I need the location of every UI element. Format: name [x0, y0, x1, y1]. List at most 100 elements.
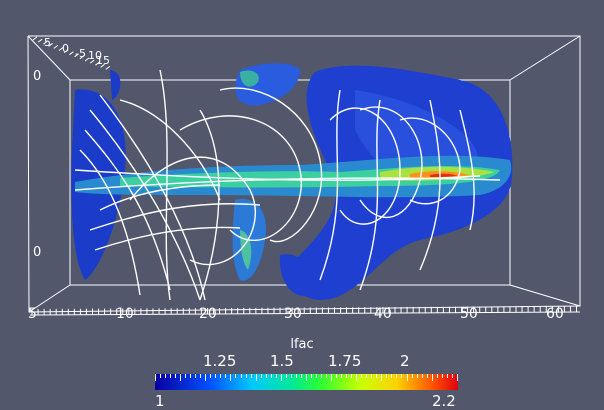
colorbar-minor-tick	[426, 374, 428, 378]
y-tick-label: 0	[33, 245, 41, 260]
colorbar-minor-tick	[155, 374, 156, 381]
z-minor-tick	[79, 55, 85, 60]
colorbar-minor-tick	[381, 374, 383, 381]
colorbar-minor-tick	[320, 374, 322, 378]
colorbar-minor-tick	[235, 374, 237, 378]
x-tick-label: 5	[28, 306, 37, 322]
colorbar-minor-tick	[411, 374, 413, 378]
colorbar-minor-tick	[431, 374, 433, 381]
colorbar-minor-tick	[351, 374, 353, 378]
colorbar-minor-tick	[371, 374, 373, 378]
colorbar-minor-tick	[300, 374, 302, 378]
x-tick-label: 30	[284, 306, 302, 322]
x-axis: 5 10 20 30 40 50 60	[28, 306, 581, 322]
colorbar-minor-tick	[336, 374, 338, 378]
colorbar-minor-tick	[326, 374, 328, 378]
z-minor-tick	[89, 59, 95, 64]
colorbar-minor-tick	[240, 374, 242, 378]
colorbar-minor-tick	[401, 374, 403, 378]
colorbar-minor-tick	[366, 374, 368, 378]
colorbar-minor-tick	[456, 374, 458, 381]
x-tick-label: 50	[460, 306, 478, 322]
z-minor-tick	[84, 57, 90, 62]
z-minor-tick	[48, 42, 53, 47]
colorbar-minor-tick	[215, 374, 217, 378]
colorbar-tick-label: 1.5	[270, 352, 294, 370]
colorbar-minor-tick	[446, 374, 448, 378]
colorbar-minor-tick	[396, 374, 398, 378]
x-tick-label: 40	[374, 306, 392, 322]
colorbar-minor-tick	[441, 374, 443, 378]
colorbar-minor-tick	[175, 374, 177, 378]
z-axis: 5 0 -5 10 15	[32, 36, 111, 70]
z-minor-tick	[53, 45, 59, 49]
colorbar-tick-label: 1.25	[203, 352, 237, 370]
z-minor-tick	[69, 51, 74, 56]
x-tick-label: 60	[546, 306, 564, 322]
colorbar-minor-tick	[260, 374, 262, 378]
colorbar-minor-tick	[310, 374, 312, 378]
colorbar-min-label: 1	[155, 392, 165, 410]
colorbar-minor-tick	[416, 374, 418, 378]
colorbar-minor-tick	[230, 374, 232, 381]
colorbar-minor-tick	[270, 374, 272, 378]
colorbar-minor-tick	[331, 374, 333, 381]
z-tick-label: 10	[88, 49, 102, 62]
colorbar-minor-tick	[315, 374, 317, 378]
colorbar-minor-tick	[250, 374, 252, 378]
z-minor-tick	[58, 47, 64, 51]
x-tick-label: 20	[199, 306, 217, 322]
z-minor-tick	[32, 36, 38, 41]
colorbar-minor-tick	[285, 374, 287, 378]
colorbar-minor-tick	[170, 374, 172, 378]
colorbar-minor-tick	[421, 374, 423, 378]
z-minor-tick	[105, 66, 111, 70]
colorbar-minor-tick	[180, 374, 182, 381]
colorbar-minor-tick	[391, 374, 393, 378]
colorbar-minor-tick	[205, 374, 207, 381]
colorbar-minor-tick	[210, 374, 212, 378]
z-tick-label: 15	[96, 54, 110, 67]
y-axis: 0 0	[33, 69, 41, 260]
colorbar-minor-tick	[195, 374, 197, 378]
colorbar-minor-tick	[280, 374, 282, 381]
colorbar-minor-tick	[225, 374, 227, 378]
field-lines	[74, 69, 501, 301]
colorbar-tick-label: 1.75	[328, 352, 362, 370]
colorbar-gradient	[155, 374, 458, 390]
colorbar-minor-tick	[406, 374, 408, 381]
colorbar-minor-tick	[200, 374, 202, 378]
x-tick-label: 10	[116, 306, 134, 322]
colorbar-minor-tick	[245, 374, 247, 378]
colorbar-minor-tick	[255, 374, 257, 381]
colorbar-minor-tick	[290, 374, 292, 378]
z-tick-label: 0	[62, 42, 69, 55]
colorbar-max-label: 2.2	[432, 392, 456, 410]
colorbar-tick-label: 2	[400, 352, 410, 370]
z-minor-tick	[63, 49, 69, 53]
colorbar-minor-tick	[185, 374, 187, 378]
colorbar-minor-tick	[265, 374, 267, 378]
colorbar-minor-tick	[376, 374, 378, 378]
colorbar-minor-tick	[341, 374, 343, 378]
colorbar-minor-tick	[356, 374, 358, 381]
z-tick-label: -5	[75, 47, 86, 60]
colorbar-minor-tick	[275, 374, 277, 378]
z-minor-tick	[100, 63, 105, 68]
z-minor-tick	[43, 40, 48, 45]
colorbar-minor-tick	[220, 374, 222, 378]
z-minor-tick	[37, 38, 43, 43]
colorbar-minor-tick	[386, 374, 388, 378]
colorbar-minor-tick	[160, 374, 162, 378]
colorbar-minor-tick	[451, 374, 453, 378]
colorbar-minor-tick	[361, 374, 363, 378]
colorbar-title: lfac	[290, 337, 314, 352]
y-tick-label: 0	[33, 69, 41, 84]
z-minor-tick	[95, 61, 100, 66]
colorbar-minor-tick	[305, 374, 307, 381]
z-minor-tick	[74, 53, 79, 58]
colorbar-minor-tick	[436, 374, 438, 378]
colorbar-minor-tick	[190, 374, 192, 378]
colorbar-minor-tick	[295, 374, 297, 378]
